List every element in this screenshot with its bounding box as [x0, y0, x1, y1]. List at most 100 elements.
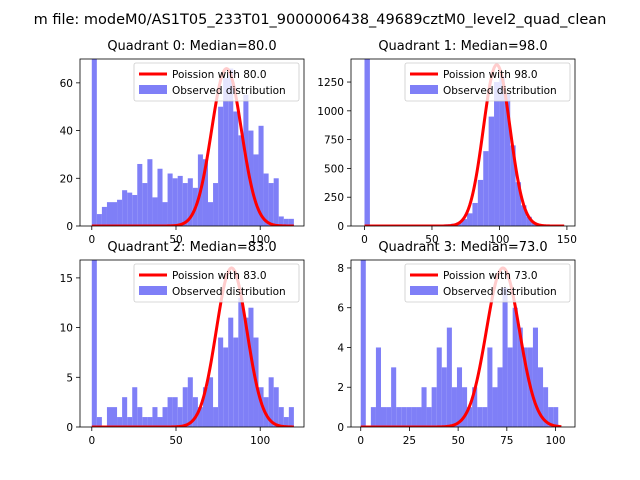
hist-bar-9: [477, 179, 484, 226]
hist-bar-5: [117, 199, 123, 226]
hist-bar-26: [497, 367, 503, 427]
axes-frame: [350, 58, 576, 227]
x-tick-label: 50: [451, 435, 464, 447]
x-tick-label: 50: [169, 435, 182, 447]
legend-box: [404, 263, 571, 303]
hist-bar-18: [182, 183, 188, 226]
hist-bar-4: [112, 407, 118, 427]
hist-bar-27: [228, 68, 234, 226]
hist-bar-8: [132, 194, 138, 226]
y-tick-label: 8: [337, 263, 344, 275]
axes-frame: [79, 58, 305, 227]
y-tick-label: 40: [60, 126, 73, 138]
hist-bar-20: [192, 397, 198, 427]
hist-bar-33: [258, 387, 264, 427]
hist-bar-38: [283, 417, 289, 427]
hist-bar-16: [515, 182, 522, 226]
hist-bar-20: [467, 407, 473, 427]
hist-bar-15: [167, 397, 173, 427]
x-tick-label: 50: [425, 234, 438, 246]
subplot-quadrant-1: 0 50 100 150 0 250 500 750 1000 1250 Quadrant 1: M…: [317, 39, 577, 246]
subplot-title: Quadrant 2: Median=83.0: [107, 240, 276, 255]
hist-bar-31: [248, 307, 254, 427]
hist-bar-34: [537, 367, 544, 427]
hist-bar-32: [253, 154, 259, 226]
hist-bar-15: [167, 173, 173, 226]
poisson-curve: [91, 266, 294, 427]
legend-line-label: Poission with 83.0: [172, 270, 267, 282]
hist-bar-18: [456, 367, 463, 427]
hist-bar-13: [431, 387, 437, 427]
hist-bar-11: [488, 116, 495, 226]
x-tick-label: 75: [500, 435, 513, 447]
x-tick-label: 100: [250, 234, 270, 246]
legend: Poission with 83.0 Observed distribution: [133, 263, 300, 303]
hist-bar-5: [391, 367, 397, 427]
y-tick-label: 0: [66, 422, 73, 434]
legend-hist-swatch: [139, 286, 167, 295]
hist-bar-8: [406, 407, 412, 427]
y-tick-label: 2: [337, 382, 344, 394]
hist-bar-24: [213, 183, 219, 226]
hist-bar-39: [288, 218, 294, 226]
hist-bar-10: [483, 151, 489, 226]
legend-hist-swatch: [410, 85, 438, 94]
hist-bar-9: [411, 407, 417, 427]
hist-bar-36: [273, 178, 279, 226]
hist-bar-14: [504, 93, 511, 226]
y-tick-label: 5: [66, 372, 73, 384]
legend-line-label: Poission with 98.0: [443, 69, 538, 81]
hist-bar-12: [152, 197, 158, 226]
legend: Poission with 73.0 Observed distribution: [404, 263, 571, 303]
legend-box: [133, 62, 300, 102]
hist-bar-26: [223, 78, 229, 226]
hist-bar-8: [132, 387, 138, 427]
legend-hist-label: Observed distribution: [443, 286, 557, 298]
y-tick-label: 6: [337, 303, 344, 315]
hist-bar-24: [213, 407, 219, 427]
hist-bar-34: [263, 173, 269, 226]
y-tick-label: 60: [60, 78, 73, 90]
x-tick-label: 0: [88, 435, 95, 447]
hist-bar-12: [494, 82, 500, 226]
hist-bar-7: [127, 417, 133, 427]
y-tick-label: 0: [337, 221, 344, 233]
hist-bar-17: [451, 387, 457, 427]
y-tick-label: 0: [337, 422, 344, 434]
hist-bar-21: [472, 387, 478, 427]
hist-bar-35: [268, 377, 274, 427]
legend: Poission with 98.0 Observed distribution: [404, 62, 571, 102]
legend-line-label: Poission with 73.0: [443, 270, 538, 282]
hist-bar-17: [177, 407, 183, 427]
hist-bar-23: [482, 407, 488, 427]
legend: Poission with 80.0 Observed distribution: [133, 62, 300, 102]
x-tick-label: 100: [489, 234, 509, 246]
legend-hist-label: Observed distribution: [443, 85, 557, 97]
hist-bar-23: [208, 202, 214, 226]
hist-bar-3: [106, 407, 112, 427]
y-tick-label: 10: [60, 323, 73, 335]
hist-bar-28: [233, 337, 239, 427]
hist-bar-16: [172, 178, 178, 226]
legend-line-label: Poission with 80.0: [172, 69, 267, 81]
legend-hist-label: Observed distribution: [172, 286, 286, 298]
hist-bar-16: [172, 397, 178, 427]
histogram-bars: [360, 260, 559, 427]
hist-bar-29: [512, 307, 518, 427]
hist-bar-14: [436, 347, 442, 427]
y-tick-label: 4: [337, 342, 344, 354]
hist-bar-5: [117, 417, 123, 427]
poisson-curve: [360, 266, 562, 427]
poisson-curve: [364, 63, 565, 226]
hist-bar-18: [526, 216, 532, 226]
hist-bar-15: [510, 145, 516, 226]
figure-suptitle: m file: modeM0/AS1T05_233T01_9000006438_…: [34, 12, 607, 28]
x-tick-label: 150: [557, 234, 577, 246]
hist-bar-1: [370, 407, 376, 427]
axes-frame: [79, 259, 305, 428]
subplot-title: Quadrant 3: Median=73.0: [378, 240, 547, 255]
hist-bar-1: [96, 417, 102, 427]
x-tick-label: 0: [361, 234, 368, 246]
